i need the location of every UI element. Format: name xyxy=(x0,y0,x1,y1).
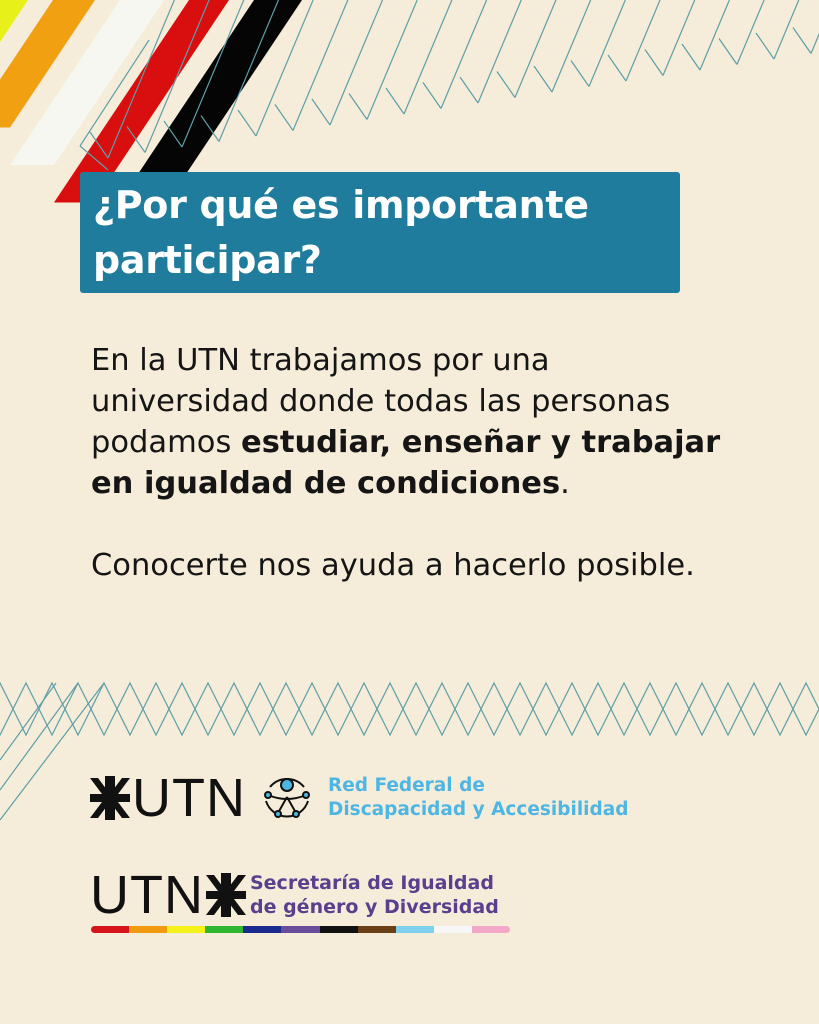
pattern-line xyxy=(588,0,626,87)
pattern-line xyxy=(218,0,279,142)
corner-stripe xyxy=(0,0,28,42)
pattern-line xyxy=(237,109,257,137)
title-banner: ¿Por qué es importante participar? xyxy=(80,172,680,293)
utn-secretaria-logo: UTN Secretaría de Igualdad de género y D… xyxy=(90,868,499,922)
pattern-line xyxy=(718,38,738,65)
pattern-line xyxy=(773,0,800,60)
secretaria-line-2: de género y Diversidad xyxy=(249,896,499,918)
pattern-line xyxy=(551,0,592,93)
pattern-line xyxy=(255,0,314,137)
color-segment xyxy=(395,926,434,933)
paragraph-1: En la UTN trabajamos por una universidad… xyxy=(91,343,721,501)
color-segment xyxy=(281,926,320,933)
title-line-2: participar? xyxy=(93,238,322,282)
color-segment xyxy=(129,926,168,933)
red-federal-line-2: Discapacidad y Accesibilidad xyxy=(327,799,629,820)
pattern-line xyxy=(755,32,775,60)
pattern-line xyxy=(810,32,819,54)
pattern-zigzag xyxy=(0,681,819,737)
pattern-line xyxy=(329,0,384,126)
pattern-line xyxy=(533,65,553,93)
pattern-line xyxy=(403,0,453,115)
red-federal-line-1: Red Federal de xyxy=(327,775,485,796)
secretaria-line-1: Secretaría de Igualdad xyxy=(249,872,494,894)
pattern-line xyxy=(163,120,183,148)
pattern-line xyxy=(200,115,220,142)
pattern-line xyxy=(274,104,294,131)
color-segment xyxy=(205,926,244,933)
pattern-line xyxy=(440,0,488,109)
pattern-line xyxy=(79,145,109,171)
pattern-line xyxy=(144,0,210,153)
pattern-line xyxy=(292,0,349,131)
color-segment xyxy=(357,926,396,933)
pattern-line xyxy=(625,0,661,82)
pattern-line xyxy=(570,60,590,87)
pattern-line xyxy=(422,82,442,109)
utn-wordmark: UTN xyxy=(132,768,246,828)
corner-stripe xyxy=(10,0,164,165)
pattern-line xyxy=(311,98,331,126)
diversity-color-bar xyxy=(91,926,510,933)
pattern-line xyxy=(366,0,418,120)
pattern-line xyxy=(348,93,368,120)
utn-red-federal-logo: UTN Red Federal de Discapacidad y Accesi… xyxy=(90,770,628,826)
body-text: En la UTN trabajamos por una universidad… xyxy=(91,340,731,586)
color-segment xyxy=(471,926,510,933)
accessibility-icon xyxy=(263,777,310,818)
pattern-line xyxy=(607,54,627,82)
pattern-line xyxy=(662,0,696,76)
pattern-line xyxy=(0,682,57,761)
pattern-line xyxy=(644,49,664,76)
color-segment xyxy=(167,926,206,933)
pattern-line xyxy=(681,43,701,71)
utn-symbol-icon xyxy=(205,873,246,917)
bold-highlight: estudiar, enseñar y trabajar en igualdad… xyxy=(91,425,721,501)
utn-symbol-icon xyxy=(90,776,130,820)
pattern-line xyxy=(385,87,405,115)
corner-stripe xyxy=(0,0,95,128)
pattern-line xyxy=(181,0,245,148)
pattern-line xyxy=(459,76,479,104)
pattern-zigzag xyxy=(0,681,819,737)
color-segment xyxy=(91,926,130,933)
pattern-line xyxy=(496,71,516,98)
color-segment xyxy=(433,926,472,933)
color-segment xyxy=(243,926,282,933)
pattern-line xyxy=(514,0,557,98)
pattern-line xyxy=(126,126,146,153)
pattern-line xyxy=(89,131,109,159)
pattern-line xyxy=(0,682,79,791)
pattern-line xyxy=(107,0,175,159)
pattern-line xyxy=(477,0,522,104)
pattern-line xyxy=(0,682,105,821)
pattern-line xyxy=(792,27,812,54)
pattern-line xyxy=(699,0,730,71)
pattern-line xyxy=(736,0,765,65)
corner-stripe xyxy=(54,0,229,203)
color-segment xyxy=(319,926,358,933)
utn-wordmark: UTN xyxy=(90,865,204,925)
paragraph-2: Conocerte nos ayuda a hacerlo posible. xyxy=(91,548,695,583)
title-line-1: ¿Por qué es importante xyxy=(93,183,589,227)
pattern-line xyxy=(79,39,150,147)
